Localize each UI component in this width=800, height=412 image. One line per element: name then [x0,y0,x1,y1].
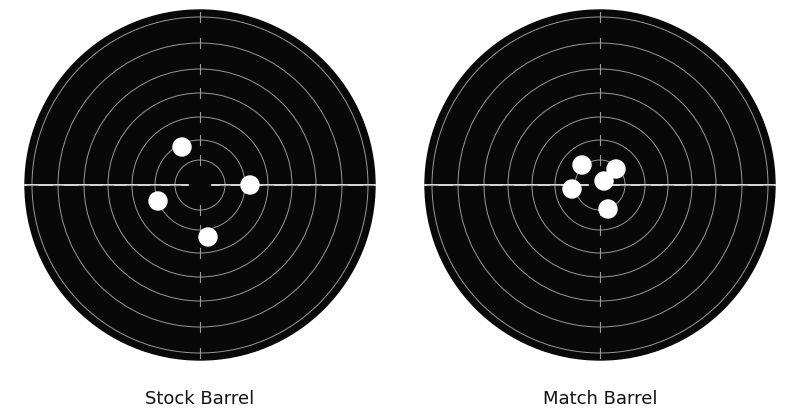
Circle shape [241,176,259,194]
Circle shape [199,228,217,246]
Circle shape [25,10,375,360]
Circle shape [599,200,617,218]
Circle shape [573,156,591,174]
Circle shape [595,172,613,190]
Circle shape [149,192,167,210]
Circle shape [425,10,775,360]
Text: Match Barrel: Match Barrel [542,390,658,408]
Circle shape [607,160,625,178]
Circle shape [173,138,191,156]
Text: Stock Barrel: Stock Barrel [146,390,254,408]
Circle shape [563,180,581,198]
